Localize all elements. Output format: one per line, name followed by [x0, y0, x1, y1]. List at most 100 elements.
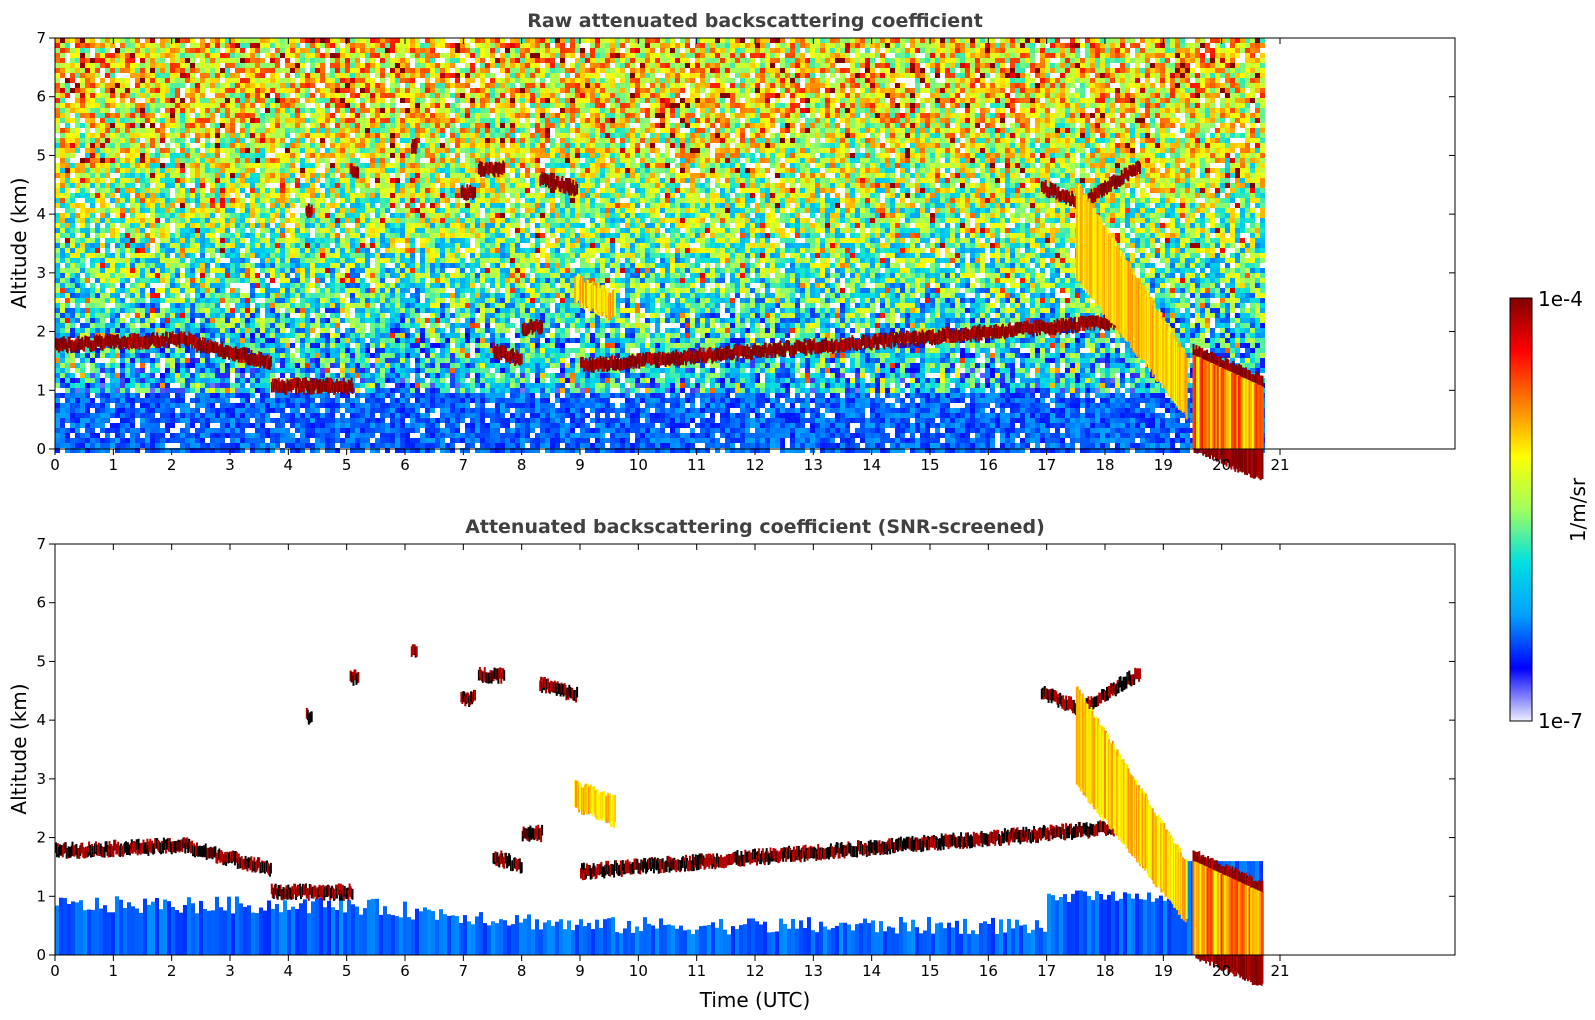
noise-cell	[315, 228, 320, 233]
noise-cell	[225, 48, 230, 53]
noise-cell	[340, 58, 345, 63]
noise-cell	[235, 73, 240, 78]
noise-cell	[165, 428, 170, 433]
noise-cell	[345, 43, 350, 48]
noise-cell	[150, 58, 155, 63]
noise-cell	[345, 373, 350, 378]
noise-cell	[310, 323, 315, 328]
noise-cell	[145, 93, 150, 98]
noise-cell	[205, 103, 210, 108]
noise-cell	[330, 398, 335, 403]
noise-cell	[170, 423, 175, 428]
noise-cell	[220, 433, 225, 438]
noise-cell	[320, 418, 325, 423]
noise-cell	[265, 103, 270, 108]
noise-cell	[240, 333, 245, 338]
noise-cell	[155, 368, 160, 373]
noise-cell	[300, 293, 305, 298]
noise-cell	[195, 128, 200, 133]
noise-cell	[195, 413, 200, 418]
noise-cell	[315, 213, 320, 218]
noise-cell	[115, 433, 120, 438]
noise-cell	[345, 363, 350, 368]
noise-cell	[250, 183, 255, 188]
noise-cell	[95, 368, 100, 373]
noise-cell	[350, 253, 355, 258]
noise-cell	[350, 248, 355, 253]
noise-cell	[135, 253, 140, 258]
noise-cell	[325, 238, 330, 243]
noise-cell	[105, 118, 110, 123]
noise-cell	[310, 343, 315, 348]
noise-cell	[155, 93, 160, 98]
noise-cell	[70, 373, 75, 378]
noise-cell	[320, 343, 325, 348]
noise-cell	[170, 88, 175, 93]
noise-cell	[210, 48, 215, 53]
noise-cell	[320, 243, 325, 248]
noise-cell	[85, 448, 90, 453]
noise-cell	[140, 353, 145, 358]
noise-cell	[170, 358, 175, 363]
noise-cell	[70, 423, 75, 428]
noise-cell	[80, 83, 85, 88]
noise-cell	[135, 293, 140, 298]
noise-cell	[160, 288, 165, 293]
noise-cell	[280, 323, 285, 328]
noise-cell	[105, 263, 110, 268]
noise-cell	[130, 173, 135, 178]
noise-cell	[385, 293, 390, 298]
noise-cell	[365, 268, 370, 273]
noise-cell	[220, 178, 225, 183]
noise-cell	[235, 83, 240, 88]
noise-cell	[155, 418, 160, 423]
noise-cell	[100, 173, 105, 178]
noise-cell	[145, 323, 150, 328]
noise-cell	[85, 323, 90, 328]
noise-cell	[365, 383, 370, 388]
noise-cell	[275, 128, 280, 133]
noise-cell	[230, 338, 235, 343]
noise-cell	[100, 78, 105, 83]
noise-cell	[360, 138, 365, 143]
noise-cell	[185, 443, 190, 448]
noise-cell	[150, 293, 155, 298]
noise-cell	[65, 93, 70, 98]
noise-cell	[380, 413, 385, 418]
noise-cell	[125, 193, 130, 198]
noise-cell	[290, 43, 295, 48]
noise-cell	[170, 438, 175, 443]
noise-cell	[300, 253, 305, 258]
noise-cell	[295, 373, 300, 378]
noise-cell	[190, 413, 195, 418]
noise-cell	[220, 73, 225, 78]
noise-cell	[70, 168, 75, 173]
noise-cell	[90, 73, 95, 78]
noise-cell	[370, 138, 375, 143]
noise-cell	[190, 223, 195, 228]
noise-cell	[115, 238, 120, 243]
noise-cell	[215, 368, 220, 373]
noise-cell	[205, 168, 210, 173]
noise-cell	[170, 133, 175, 138]
noise-cell	[350, 53, 355, 58]
noise-cell	[115, 83, 120, 88]
noise-cell	[380, 308, 385, 313]
noise-cell	[335, 328, 340, 333]
noise-cell	[300, 83, 305, 88]
noise-cell	[380, 223, 385, 228]
noise-cell	[345, 423, 350, 428]
noise-cell	[55, 228, 60, 233]
noise-cell	[225, 38, 230, 43]
noise-cell	[85, 183, 90, 188]
noise-cell	[350, 68, 355, 73]
noise-cell	[230, 438, 235, 443]
noise-cell	[65, 143, 70, 148]
noise-cell	[360, 368, 365, 373]
noise-cell	[165, 318, 170, 323]
noise-cell	[95, 298, 100, 303]
noise-cell	[260, 448, 265, 453]
noise-cell	[150, 428, 155, 433]
noise-cell	[55, 93, 60, 98]
noise-cell	[185, 283, 190, 288]
